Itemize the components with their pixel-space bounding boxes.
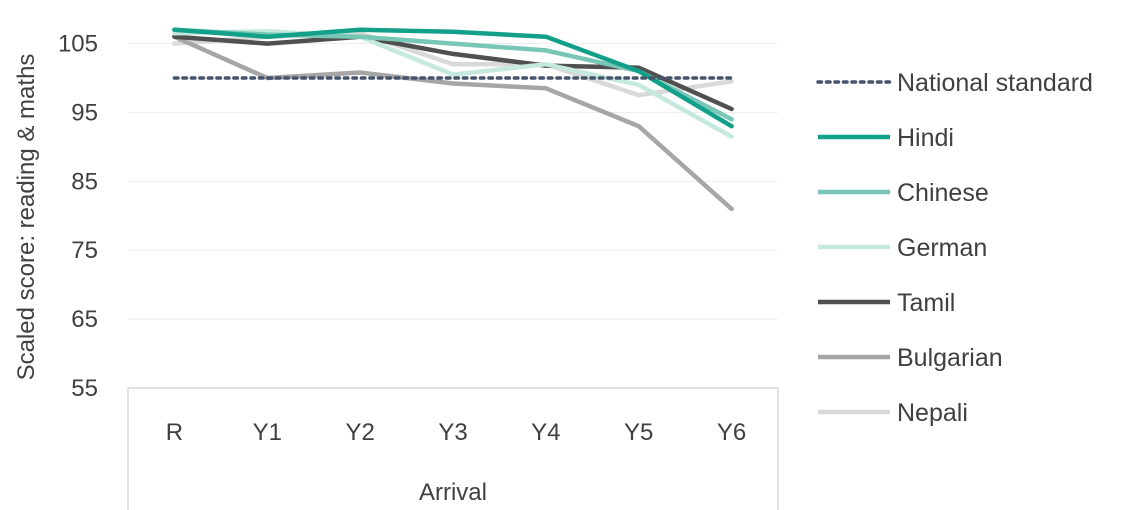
y-tick-label: 75 [71, 237, 98, 264]
x-tick-label: Y4 [531, 419, 560, 446]
legend-item: Hindi [818, 124, 954, 152]
x-tick-label: Y6 [717, 419, 746, 446]
legend-label: Bulgarian [897, 344, 1003, 372]
legend-item: Nepali [818, 399, 968, 427]
series-line-german [172, 28, 734, 139]
legend: National standard Hindi Chinese German Tamil… [816, 69, 1093, 427]
axes [127, 387, 779, 510]
legend-label: Chinese [897, 179, 989, 207]
axis-labels: 55 65 75 85 95 105 R Y1 Y2 Y3 Y4 Y5 Y6 Arrival Scaled … [13, 31, 746, 506]
x-axis-title: Arrival [419, 479, 487, 506]
legend-label: Tamil [897, 289, 955, 317]
x-tick-label: R [166, 419, 183, 446]
x-tick-label: Y5 [624, 419, 653, 446]
y-tick-label: 85 [71, 168, 98, 195]
legend-label: German [897, 234, 987, 262]
y-tick-label: 65 [71, 306, 98, 333]
y-tick-label: 55 [71, 375, 98, 402]
legend-item: German [818, 234, 987, 262]
legend-item: Bulgarian [818, 344, 1003, 372]
y-tick-label: 95 [71, 99, 98, 126]
legend-item: Tamil [818, 289, 955, 317]
legend-item: National standard [816, 69, 1093, 97]
series-line-tamil [172, 34, 734, 112]
x-tick-label: Y2 [345, 419, 374, 446]
legend-label: National standard [897, 69, 1093, 97]
legend-item: Chinese [818, 179, 989, 207]
series-line-hindi [172, 27, 734, 129]
x-tick-label: Y3 [438, 419, 467, 446]
x-tick-label: Y1 [253, 419, 282, 446]
y-tick-label: 105 [58, 31, 98, 58]
y-axis-title: Scaled score: reading & maths [13, 54, 40, 381]
legend-label: Hindi [897, 124, 954, 152]
series-lines [172, 27, 734, 212]
legend-label: Nepali [897, 399, 968, 427]
